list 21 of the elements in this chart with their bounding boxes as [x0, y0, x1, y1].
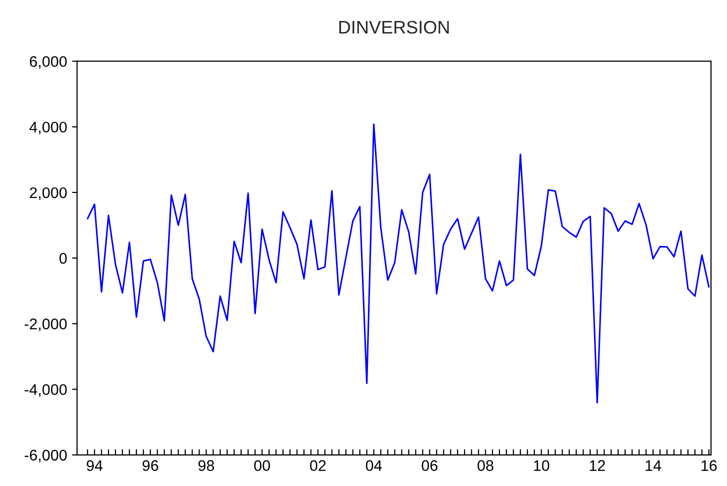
x-tick-label: 94: [86, 460, 103, 471]
x-tick-label: 08: [478, 460, 494, 471]
x-tick-label: 96: [142, 460, 158, 471]
y-tick-label: -6,000: [24, 450, 67, 462]
x-tick-label: 12: [590, 460, 605, 471]
x-tick-label: 14: [646, 460, 662, 471]
y-tick-label: -4,000: [24, 384, 67, 397]
x-tick-label: 98: [198, 460, 214, 471]
y-tick-label: -2,000: [24, 318, 67, 332]
y-tick-label: 6,000: [30, 56, 67, 69]
chart-title: DINVERSION: [339, 20, 449, 34]
x-tick-label: 00: [254, 460, 270, 471]
line-series: [86, 123, 710, 404]
x-tick-label: 16: [702, 460, 717, 471]
y-tick-label: 4,000: [29, 122, 67, 134]
x-tick-label: 10: [534, 460, 550, 471]
y-tick-label: 2,000: [30, 187, 67, 200]
x-tick-label: 02: [310, 460, 326, 471]
x-tick-label: 06: [422, 460, 438, 471]
y-tick-label: 0: [59, 252, 67, 264]
x-tick-label: 04: [366, 460, 382, 471]
